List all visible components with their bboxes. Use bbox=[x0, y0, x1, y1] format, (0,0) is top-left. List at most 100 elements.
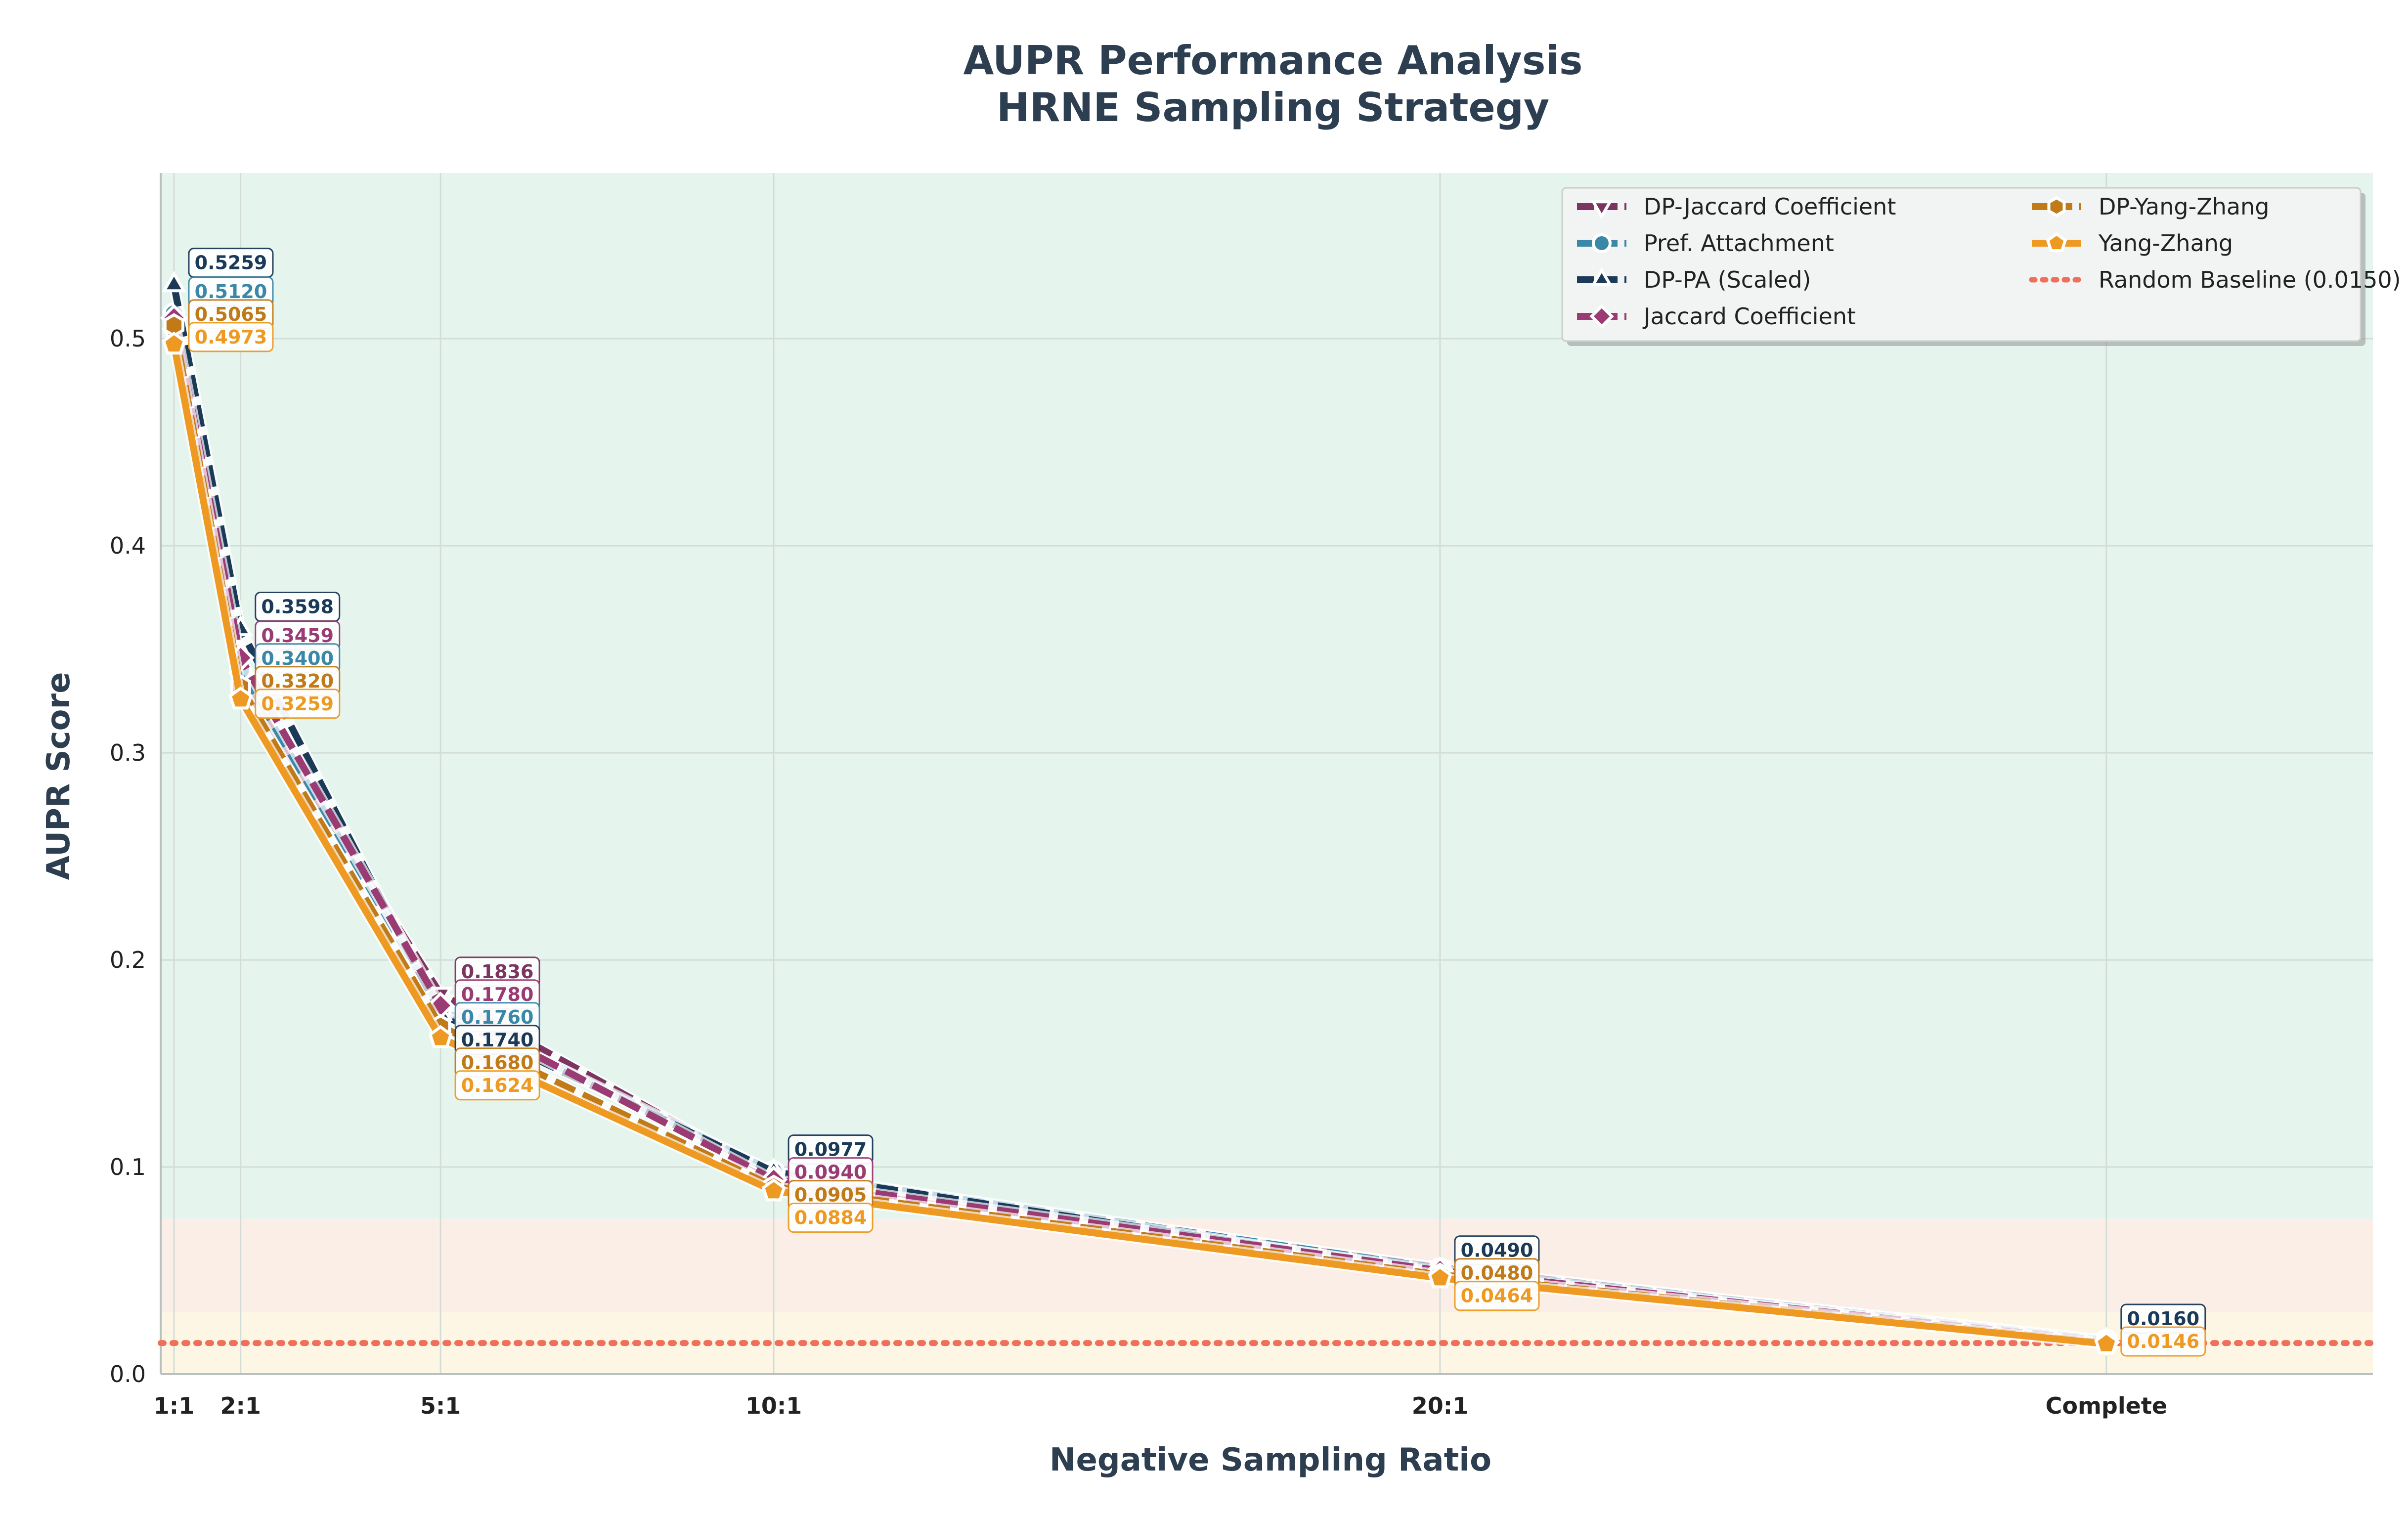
data-point bbox=[162, 331, 186, 355]
legend-entry-6: Random Baseline (0.0150) bbox=[2029, 266, 2401, 293]
y-tick-label: 0.1 bbox=[110, 1154, 146, 1180]
data-label: 0.1760 bbox=[454, 1002, 540, 1033]
data-label-box bbox=[1454, 1281, 1540, 1311]
x-tick-label: 20:1 bbox=[1412, 1392, 1468, 1419]
data-label: 0.1624 bbox=[454, 1070, 540, 1101]
data-label-text: 0.3320 bbox=[261, 670, 334, 692]
legend: DP-Jaccard Coefficient Pref. Attachment DP… bbox=[1561, 187, 2401, 346]
data-label-text: 0.3259 bbox=[261, 693, 334, 715]
x-tick-label: 5:1 bbox=[420, 1392, 461, 1419]
legend-label: Pref. Attachment bbox=[1644, 230, 1834, 257]
data-label-text: 0.0160 bbox=[2127, 1308, 2200, 1330]
legend-entry-1: Pref. Attachment bbox=[1577, 230, 1834, 257]
legend-box bbox=[1561, 187, 2362, 342]
data-label: 0.1780 bbox=[454, 979, 540, 1010]
data-label-text: 0.0977 bbox=[794, 1139, 867, 1161]
y-tick-label: 0.4 bbox=[110, 532, 146, 559]
series-5 bbox=[162, 331, 2119, 1354]
data-label: 0.3400 bbox=[255, 643, 341, 674]
data-label-text: 0.1836 bbox=[461, 961, 534, 983]
legend-swatch-marker bbox=[1590, 267, 1613, 286]
background-bands bbox=[161, 173, 2373, 1374]
data-label-text: 0.0480 bbox=[1461, 1262, 1533, 1284]
data-point bbox=[761, 1178, 786, 1202]
data-label: 0.3259 bbox=[255, 689, 341, 719]
data-label-text: 0.1680 bbox=[461, 1052, 534, 1074]
x-tick-label: 2:1 bbox=[220, 1392, 261, 1419]
data-point bbox=[428, 1025, 453, 1048]
legend-swatch-marker bbox=[1592, 233, 1612, 253]
y-tick-label: 0.3 bbox=[110, 739, 146, 766]
x-axis-label: Negative Sampling Ratio bbox=[1050, 1442, 1491, 1478]
data-label: 0.5065 bbox=[188, 299, 274, 330]
data-point bbox=[2094, 1331, 2119, 1354]
data-point bbox=[161, 270, 187, 293]
legend-swatch-marker bbox=[2047, 196, 2066, 217]
data-label: 0.4973 bbox=[188, 322, 274, 352]
data-label-text: 0.5259 bbox=[195, 252, 267, 274]
data-label: 0.0464 bbox=[1454, 1281, 1540, 1311]
legend-label: Jaccard Coefficient bbox=[1642, 303, 1856, 330]
data-label: 0.3459 bbox=[255, 620, 341, 651]
legend-swatch-marker bbox=[2046, 232, 2067, 253]
legend-label: DP-Yang-Zhang bbox=[2099, 193, 2269, 220]
data-label: 0.0490 bbox=[1454, 1235, 1540, 1266]
data-label: 0.3320 bbox=[255, 666, 341, 696]
data-label-text: 0.4973 bbox=[195, 326, 267, 348]
legend-entry-5: Yang-Zhang bbox=[2032, 230, 2233, 257]
data-label-box bbox=[2120, 1326, 2206, 1357]
data-label-text: 0.0146 bbox=[2127, 1331, 2200, 1352]
data-label-box bbox=[255, 689, 341, 719]
axes: 0.0 0.1 0.2 0.3 0.4 0.5 1:1 2:1 5:1 10:1 20:1 Compl… bbox=[110, 173, 2373, 1419]
chart-subtitle: HRNE Sampling Strategy bbox=[997, 85, 1549, 130]
data-point bbox=[228, 686, 253, 710]
data-label-box bbox=[454, 1070, 540, 1101]
x-tick-label: 10:1 bbox=[745, 1392, 802, 1419]
x-tick-label: Complete bbox=[2046, 1392, 2167, 1419]
data-label: 0.1836 bbox=[454, 956, 540, 987]
data-label: 0.1680 bbox=[454, 1047, 540, 1078]
series-group bbox=[160, 270, 2121, 1356]
data-label-text: 0.5120 bbox=[195, 281, 267, 303]
legend-label: DP-PA (Scaled) bbox=[1644, 266, 1811, 293]
data-label: 0.1740 bbox=[454, 1025, 540, 1055]
legend-swatch-marker bbox=[1589, 304, 1614, 329]
legend-label: DP-Jaccard Coefficient bbox=[1644, 193, 1896, 220]
legend-entry-3: Jaccard Coefficient bbox=[1577, 303, 1856, 330]
band-1 bbox=[161, 1218, 2373, 1312]
grid-lines bbox=[161, 173, 2373, 1375]
data-label-text: 0.5065 bbox=[195, 303, 267, 325]
legend-label: Random Baseline (0.0150) bbox=[2099, 266, 2401, 293]
y-axis-label: AUPR Score bbox=[41, 672, 77, 880]
legend-entry-0: DP-Jaccard Coefficient bbox=[1577, 193, 1896, 220]
y-tick-label: 0.2 bbox=[110, 947, 146, 973]
data-label-text: 0.3598 bbox=[261, 596, 334, 618]
data-label-text: 0.3459 bbox=[261, 625, 334, 647]
legend-entry-4: DP-Yang-Zhang bbox=[2032, 193, 2269, 220]
data-label-box bbox=[188, 322, 274, 352]
chart-title: AUPR Performance Analysis bbox=[963, 38, 1583, 84]
series-line bbox=[171, 344, 2107, 1347]
data-label: 0.0480 bbox=[1454, 1258, 1540, 1289]
data-label-text: 0.1740 bbox=[461, 1029, 534, 1051]
data-label: 0.0977 bbox=[788, 1134, 874, 1165]
data-label-box bbox=[788, 1203, 874, 1233]
data-label-text: 0.0884 bbox=[794, 1207, 867, 1229]
data-label-text: 0.1780 bbox=[461, 984, 534, 1005]
data-label: 0.5120 bbox=[188, 276, 274, 307]
data-label-text: 0.0464 bbox=[1461, 1285, 1533, 1307]
data-label: 0.3598 bbox=[255, 592, 341, 622]
x-tick-label: 1:1 bbox=[154, 1392, 194, 1419]
data-label: 0.0905 bbox=[788, 1180, 874, 1211]
legend-entry-2: DP-PA (Scaled) bbox=[1577, 266, 1811, 293]
data-point bbox=[1428, 1265, 1452, 1289]
data-label-text: 0.0490 bbox=[1461, 1240, 1533, 1261]
legend-swatch-marker bbox=[1590, 200, 1613, 219]
data-label-text: 0.0940 bbox=[794, 1162, 867, 1183]
data-label-text: 0.1624 bbox=[461, 1075, 534, 1096]
legend-label: Yang-Zhang bbox=[2098, 230, 2233, 257]
data-label: 0.0146 bbox=[2120, 1326, 2206, 1357]
data-label-text: 0.3400 bbox=[261, 648, 334, 669]
